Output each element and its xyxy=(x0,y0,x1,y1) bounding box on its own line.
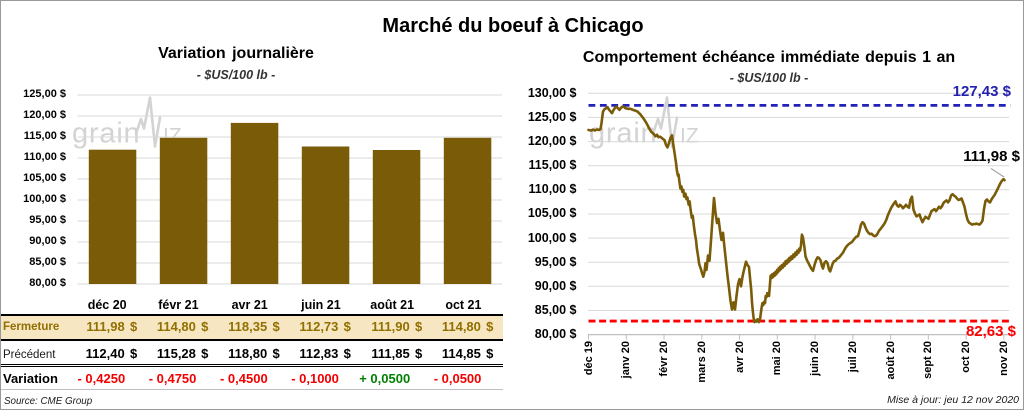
svg-text:grain: grain xyxy=(72,118,141,150)
svg-text:IZ: IZ xyxy=(680,125,699,148)
